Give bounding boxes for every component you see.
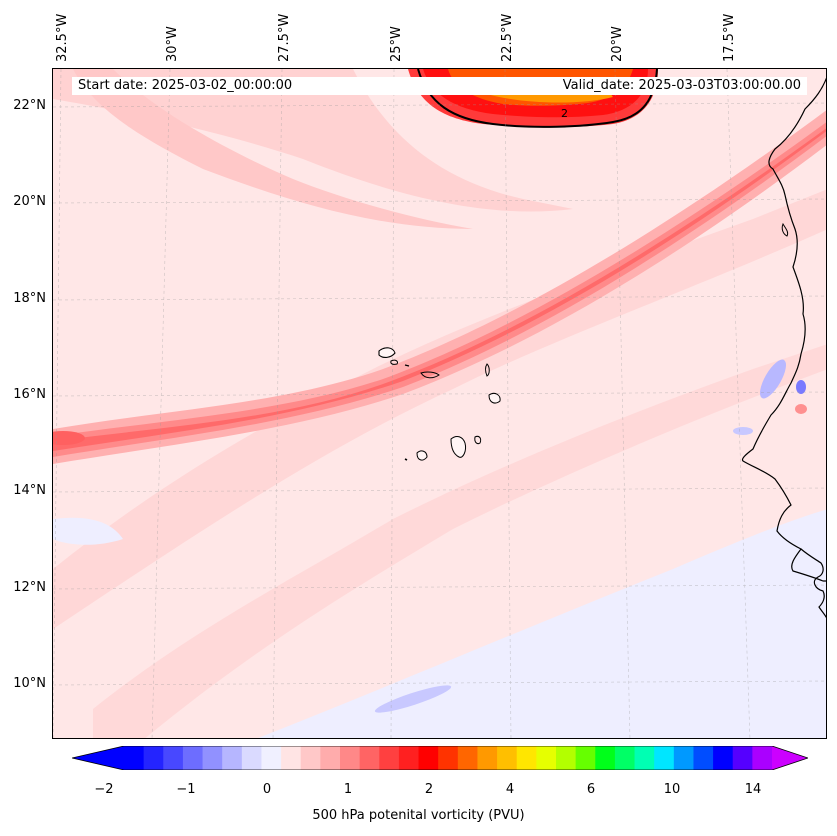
colorbar-segment bbox=[497, 746, 518, 770]
start-date-label: Start date: 2025-03-02_00:00:00 bbox=[78, 78, 293, 93]
coastal-island bbox=[781, 222, 789, 237]
colorbar-segments bbox=[124, 746, 773, 770]
colorbar-segment bbox=[654, 746, 675, 770]
colorbar-segment bbox=[732, 746, 753, 770]
colorbar-segment bbox=[202, 746, 223, 770]
pv-field-map: 2 bbox=[53, 69, 826, 738]
lat-label-14n: 14°N bbox=[13, 483, 46, 498]
colorbar-segment bbox=[693, 746, 714, 770]
pv-blob-negative bbox=[796, 380, 806, 394]
colorbar-segment bbox=[241, 746, 262, 770]
africa-coastline bbox=[741, 77, 826, 582]
colorbar-tick: 6 bbox=[586, 782, 596, 797]
colorbar-segment bbox=[418, 746, 439, 770]
island-sal bbox=[485, 363, 490, 377]
africa-coastline-south bbox=[800, 548, 826, 618]
colorbar-segment bbox=[222, 746, 243, 770]
lat-label-22n: 22°N bbox=[13, 98, 46, 113]
pv-region-light bbox=[53, 69, 573, 212]
colorbar-segment bbox=[359, 746, 380, 770]
colorbar-segment bbox=[320, 746, 341, 770]
lat-label-16n: 16°N bbox=[13, 387, 46, 402]
colorbar-segment bbox=[575, 746, 596, 770]
pv-blob-negative bbox=[733, 427, 753, 435]
colorbar-segment bbox=[300, 746, 321, 770]
lon-label-20w: 20°W bbox=[610, 26, 625, 62]
colorbar-extend-low bbox=[72, 746, 124, 770]
colorbar bbox=[72, 746, 808, 770]
island-santo-antao bbox=[378, 347, 396, 358]
lon-label-27-5w: 27.5°W bbox=[277, 13, 292, 62]
colorbar-segment bbox=[379, 746, 400, 770]
island-fogo bbox=[416, 450, 428, 461]
colorbar-segment bbox=[614, 746, 636, 770]
lat-label-18n: 18°N bbox=[13, 291, 46, 306]
island-boa-vista bbox=[488, 392, 501, 404]
lat-label-10n: 10°N bbox=[13, 676, 46, 691]
lon-label-22-5w: 22.5°W bbox=[500, 13, 515, 62]
pv-contour-2 bbox=[417, 69, 658, 128]
colorbar-segment bbox=[477, 746, 498, 770]
valid-date-label: Valid_date: 2025-03-03T03:00:00.00 bbox=[562, 78, 801, 93]
pv-band-tertiary bbox=[93, 344, 826, 738]
lon-label-25w: 25°W bbox=[389, 26, 404, 62]
colorbar-segment bbox=[340, 746, 361, 770]
colorbar-tick: 0 bbox=[262, 782, 272, 797]
lat-label-12n: 12°N bbox=[13, 580, 46, 595]
pv-blob-negative bbox=[374, 685, 452, 713]
colorbar-segment bbox=[182, 746, 204, 770]
pv-blob-negative bbox=[760, 359, 786, 399]
colorbar-tick: −1 bbox=[176, 782, 196, 797]
lon-label-30w: 30°W bbox=[165, 26, 180, 62]
colorbar-tick: 10 bbox=[663, 782, 681, 797]
colorbar-segment bbox=[673, 746, 694, 770]
colorbar-tick: −2 bbox=[94, 782, 114, 797]
lat-label-20n: 20°N bbox=[13, 194, 46, 209]
date-info-bar: Start date: 2025-03-02_00:00:00 Valid_da… bbox=[72, 77, 807, 95]
contour-label: 2 bbox=[561, 107, 568, 120]
colorbar-segment bbox=[556, 746, 577, 770]
pv-region-negative bbox=[53, 517, 123, 545]
island-brava bbox=[404, 458, 408, 461]
colorbar-segment bbox=[457, 746, 478, 770]
pv-region-negative bbox=[258, 509, 826, 738]
colorbar-label: 500 hPa potenital vorticity (PVU) bbox=[312, 808, 525, 823]
colorbar-tick: 14 bbox=[744, 782, 762, 797]
colorbar-extend-high bbox=[772, 746, 808, 770]
colorbar-segment bbox=[634, 746, 655, 770]
island-santa-luzia bbox=[404, 364, 410, 367]
lon-label-17-5w: 17.5°W bbox=[722, 13, 737, 62]
colorbar-tick: 4 bbox=[505, 782, 515, 797]
colorbar-segment bbox=[124, 746, 145, 770]
colorbar-segment bbox=[438, 746, 459, 770]
island-maio bbox=[474, 435, 482, 445]
island-sao-nicolau bbox=[420, 371, 440, 379]
colorbar-segment bbox=[163, 746, 184, 770]
colorbar-segment bbox=[516, 746, 537, 770]
pv-blob-positive bbox=[795, 404, 807, 414]
colorbar-tick: 1 bbox=[343, 782, 353, 797]
colorbar-segment bbox=[595, 746, 616, 770]
pv-jet-core-west bbox=[53, 431, 85, 445]
pv-band-secondary bbox=[53, 189, 826, 629]
island-santiago bbox=[450, 435, 466, 458]
colorbar-tick: 2 bbox=[424, 782, 434, 797]
colorbar-segment bbox=[713, 746, 734, 770]
graticule bbox=[53, 69, 826, 738]
colorbar-segment bbox=[143, 746, 164, 770]
island-sao-vicente bbox=[390, 359, 398, 365]
colorbar-segment bbox=[281, 746, 302, 770]
map-panel[interactable]: 2 bbox=[52, 68, 827, 739]
colorbar-segment bbox=[536, 746, 557, 770]
colorbar-segment bbox=[398, 746, 420, 770]
lon-label-32-5w: 32.5°W bbox=[55, 13, 70, 62]
colorbar-segment bbox=[752, 746, 773, 770]
colorbar-segment bbox=[261, 746, 282, 770]
